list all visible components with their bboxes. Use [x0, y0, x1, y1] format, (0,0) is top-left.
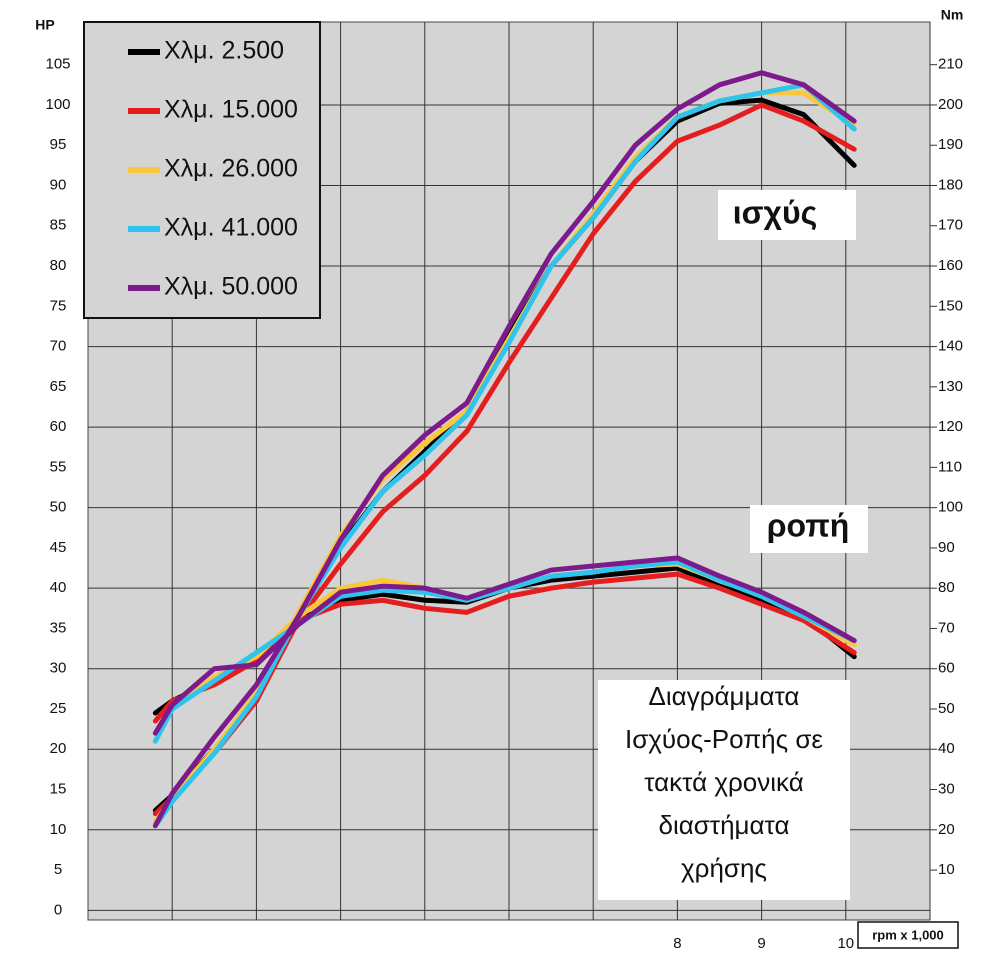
legend-label: Χλμ. 50.000 [164, 273, 298, 301]
y-tick-label: 60 [50, 418, 67, 435]
y-tick-label: 80 [50, 257, 67, 274]
legend-label: Χλμ. 26.000 [164, 155, 298, 183]
y-tick-label: 15 [50, 780, 67, 797]
y-tick-label: 90 [50, 176, 67, 193]
y2-tick-label: 30 [938, 780, 955, 797]
y-tick-label: 75 [50, 297, 67, 314]
y2-tick-label: 160 [938, 257, 963, 274]
y2-tick-label: 40 [938, 740, 955, 757]
legend-label: Χλμ. 2.500 [164, 37, 284, 65]
y2-tick-label: 190 [938, 136, 963, 153]
y2-tick-label: 170 [938, 217, 963, 234]
annotation-bg [718, 190, 856, 240]
y-tick-label: 35 [50, 619, 67, 636]
y2-tick-label: 210 [938, 56, 963, 73]
y-tick-label: 25 [50, 700, 67, 717]
x-tick-label: 10 [837, 935, 854, 952]
x-label-box [857, 921, 959, 949]
x-tick-label: 9 [757, 935, 765, 952]
legend-box [83, 21, 321, 319]
note-line: διαστήματα [658, 810, 789, 840]
y-tick-label: 0 [54, 901, 62, 918]
y2-tick-label: 90 [938, 539, 955, 556]
annotation: ισχύς [733, 194, 817, 230]
y-tick-label: 100 [45, 96, 70, 113]
x-tick-label: 8 [673, 935, 681, 952]
y2-tick-label: 60 [938, 660, 955, 677]
y2-tick-label: 140 [938, 338, 963, 355]
legend-label: Χλμ. 15.000 [164, 96, 298, 124]
y-tick-label: 65 [50, 378, 67, 395]
y2-tick-label: 110 [938, 458, 962, 475]
power-line [152, 70, 857, 829]
x-axis-label: rpm x 1,000 [872, 927, 944, 942]
y-tick-label: 85 [50, 217, 67, 234]
y-tick-label: 30 [50, 660, 67, 677]
y-axis-label: HP [35, 17, 54, 33]
y2-tick-label: 130 [938, 378, 963, 395]
power-line [152, 82, 857, 829]
y-tick-label: 70 [50, 338, 67, 355]
y2-tick-label: 100 [938, 499, 963, 516]
y-tick-label: 40 [50, 579, 67, 596]
y-tick-label: 10 [50, 821, 67, 838]
legend: Χλμ. 2.500 Χλμ. 15.000 Χλμ. 26.000 Χλμ. 41.… [128, 37, 298, 301]
y2-tick-label: 80 [938, 579, 955, 596]
y2-tick-label: 20 [938, 821, 955, 838]
y2-tick-label: 10 [938, 861, 955, 878]
y-tick-label: 55 [50, 458, 67, 475]
y-tick-label: 95 [50, 136, 67, 153]
note-line: τακτά χρονικά [644, 767, 803, 797]
y2-tick-label: 50 [938, 700, 955, 717]
annotation: ροπή [767, 507, 850, 543]
torque-line [152, 559, 857, 744]
y-tick-label: 5 [54, 861, 62, 878]
y-tick-label: 45 [50, 539, 67, 556]
y2-tick-label: 150 [938, 297, 963, 314]
note-box [598, 680, 850, 900]
annotation-bg [750, 505, 868, 553]
y2-tick-label: 70 [938, 619, 955, 636]
note-line: Διαγράμματα [649, 681, 800, 711]
note: Διαγράμματα Ισχύος-Ροπής σε τακτά χρονικά δ… [625, 681, 823, 883]
note-line: χρήσης [681, 853, 767, 883]
y2-axis-label: Nm [941, 7, 964, 23]
y-tick-label: 105 [45, 56, 70, 73]
note-line: Ισχύος-Ροπής σε [625, 724, 823, 754]
y2-tick-label: 200 [938, 96, 963, 113]
y2-tick-label: 180 [938, 176, 963, 193]
legend-label: Χλμ. 41.000 [164, 214, 298, 242]
lines [152, 70, 857, 829]
y-tick-label: 20 [50, 740, 67, 757]
torque-line [152, 555, 857, 736]
y2-tick-label: 120 [938, 418, 963, 435]
y-tick-label: 50 [50, 499, 67, 516]
